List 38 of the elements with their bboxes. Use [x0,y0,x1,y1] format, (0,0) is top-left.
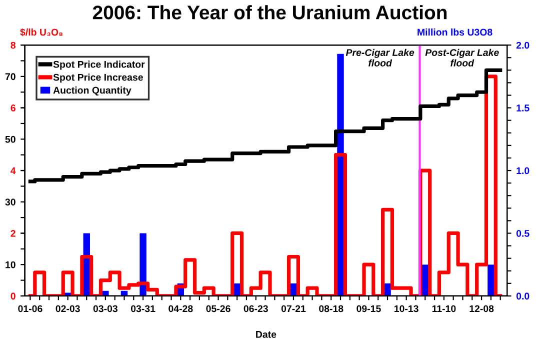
y3-tick-label: 1.5 [516,104,530,112]
x-tick-label: 01-06 [18,305,42,312]
y3-tick-label: 0.0 [516,292,530,300]
y-tick-label: 70 [5,73,16,80]
y3-tick-label: 2.0 [516,42,530,49]
y2-axis-title: $/lb U₃O₈ [20,28,63,36]
chart-title: 2006: The Year of the Uranium Auction [92,5,447,20]
y3-tick-label: 1.0 [516,167,530,174]
annotation: Post-Cigar Lake flood [425,48,499,66]
legend-label: Spot Price Indicator [53,60,145,70]
y-tick-label: 50 [5,136,16,143]
y2-tick-label: 0 [10,292,16,300]
y-tick-label: 30 [5,198,16,206]
x-tick-label: 12-08 [470,305,494,312]
x-tick-label: 06-23 [244,305,268,312]
y2-tick-label: 6 [10,104,16,112]
x-tick-label: 05-26 [206,305,230,312]
x-tick-label: 07-21 [281,305,306,312]
annotation: Pre-Cigar Lake flood [346,48,414,66]
x-tick-label: 10-13 [394,305,418,312]
x-tick-label: 08-18 [319,305,344,312]
y-tick-label: 10 [6,261,16,268]
y3-axis-title: Million lbs U3O8 [418,28,492,36]
x-tick-label: 03-03 [93,305,118,312]
x-tick-label: 09-15 [356,305,381,312]
legend-label: Auction Quantity [53,86,132,96]
x-tick-label: 11-10 [432,305,456,312]
x-tick-label: 02-03 [56,305,80,312]
bar [140,233,146,296]
y2-tick-label: 2 [10,230,16,237]
y2-tick-label: 4 [10,167,16,174]
x-tick-label: 04-28 [168,305,193,312]
y3-tick-label: 0.5 [516,230,530,237]
x-axis-title: Date [256,331,276,338]
y2-tick-label: 8 [10,42,16,49]
bar [488,264,494,296]
legend-label: Spot Price Increase [53,74,143,83]
x-tick-label: 03-31 [130,305,156,312]
